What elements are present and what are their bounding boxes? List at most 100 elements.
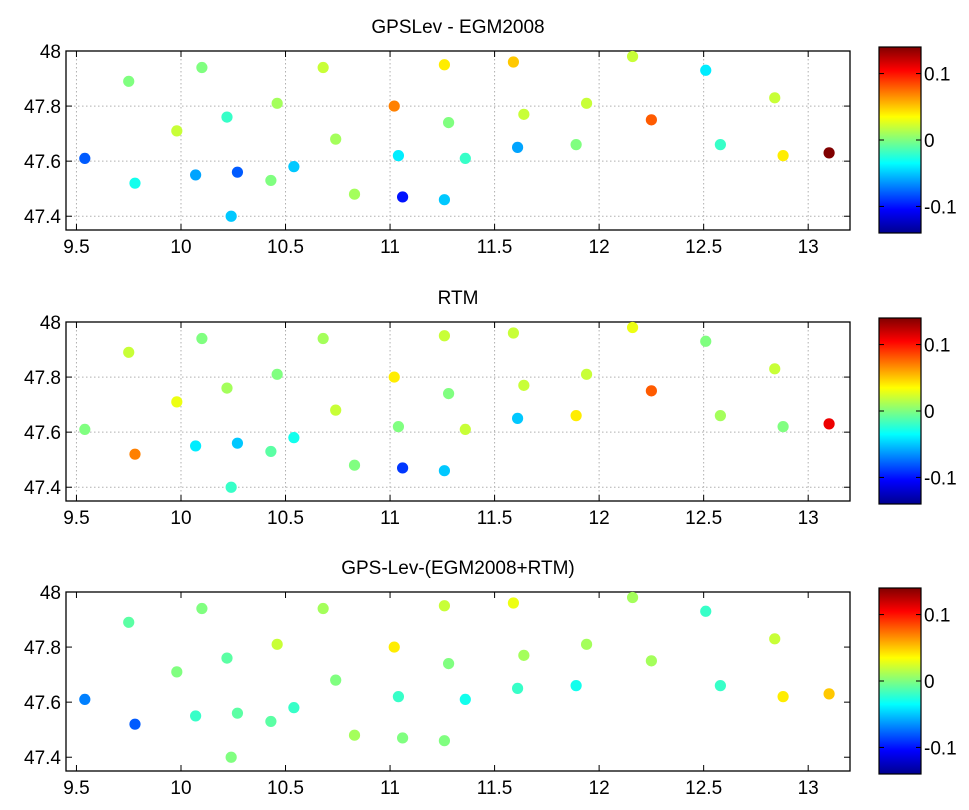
x-tick-label: 9.5: [63, 237, 89, 258]
scatter-point: [777, 150, 789, 162]
x-tick-label: 10: [170, 508, 191, 529]
scatter-point: [225, 210, 237, 222]
scatter-point: [777, 421, 789, 433]
scatter-point: [626, 321, 639, 334]
y-tick-label: 47.6: [24, 693, 61, 714]
y-tick-label: 48: [40, 583, 61, 604]
colorbar-tick-label: -0.1: [924, 197, 957, 218]
scatter-point: [265, 174, 277, 187]
scatter-point: [570, 410, 582, 422]
chart-title: GPSLev - EGM2008: [371, 17, 544, 38]
scatter-point: [396, 191, 409, 203]
scatter-point: [288, 702, 300, 714]
scatter-point: [438, 330, 451, 342]
scatter-point: [518, 649, 530, 661]
scatter-point: [777, 691, 789, 703]
x-tick-label: 12: [589, 508, 610, 529]
scatter-point: [442, 117, 455, 129]
scatter-point: [700, 335, 712, 347]
scatter-point: [348, 459, 361, 471]
scatter-point: [823, 147, 835, 159]
chart-panel-1: GPSLev - EGM2008 9.5 10 10.5 11 11.5 12 12.5 13 4…: [24, 17, 957, 258]
scatter-point: [348, 729, 361, 741]
scatter-point: [288, 432, 300, 444]
y-tick-label: 47.4: [24, 478, 61, 499]
scatter-point: [392, 691, 405, 703]
scatter-point: [190, 169, 202, 181]
scatter-point: [123, 346, 135, 358]
y-tick-label: 47.4: [24, 207, 61, 228]
colorbar-tick-label: 0: [924, 402, 935, 423]
scatter-point: [79, 152, 91, 164]
colorbar-tick-label: -0.1: [924, 468, 957, 489]
y-tick-label: 47.4: [24, 748, 61, 769]
scatter-point: [79, 423, 91, 435]
scatter-point: [330, 404, 342, 416]
x-tick-label: 12.5: [685, 508, 722, 529]
y-tick-label: 47.8: [24, 97, 61, 118]
x-tick-label: 13: [798, 237, 819, 258]
scatter-point: [769, 633, 781, 645]
chart-panel-3: GPS-Lev-(EGM2008+RTM) 9.5 10 10.5 11 11.5 12 12…: [24, 558, 957, 799]
x-tick-label: 10: [170, 778, 191, 799]
scatter-point: [265, 715, 277, 728]
scatter-point: [388, 100, 400, 112]
scatter-point: [507, 597, 520, 609]
scatter-point: [171, 666, 183, 678]
scatter-point: [129, 448, 141, 460]
y-tick-label: 47.6: [24, 152, 61, 173]
scatter-point: [714, 139, 726, 151]
scatter-point: [123, 75, 135, 87]
scatter-point: [645, 655, 657, 667]
x-tick-label: 11.5: [477, 237, 513, 258]
scatter-point: [518, 379, 530, 391]
scatter-point: [769, 92, 781, 104]
scatter-point: [700, 64, 712, 76]
scatter-point: [388, 371, 400, 383]
x-tick-label: 11: [380, 237, 400, 258]
x-tick-label: 13: [798, 778, 819, 799]
scatter-point: [570, 680, 582, 692]
y-tick-label: 47.6: [24, 423, 61, 444]
scatter-point: [507, 56, 520, 68]
scatter-point: [392, 421, 405, 433]
scatter-point: [271, 638, 283, 650]
scatter-point: [396, 732, 409, 744]
scatter-point: [129, 177, 141, 189]
scatter-point: [196, 332, 208, 345]
scatter-point: [442, 658, 455, 670]
colorbar-tick-label: 0: [924, 672, 935, 693]
colorbar-tick-label: 0.1: [924, 65, 950, 86]
scatter-point: [231, 437, 244, 449]
scatter-point: [438, 465, 451, 477]
x-tick-label: 12.5: [685, 237, 722, 258]
scatter-point: [123, 616, 135, 628]
scatter-point: [190, 440, 202, 452]
y-tick-label: 48: [40, 313, 61, 334]
scatter-point: [79, 693, 91, 706]
x-tick-label: 13: [798, 508, 819, 529]
scatter-point: [271, 368, 283, 380]
scatter-point: [348, 188, 361, 200]
scatter-point: [438, 735, 451, 747]
scatter-point: [570, 139, 582, 151]
scatter-point: [225, 751, 237, 763]
x-tick-label: 12: [589, 778, 610, 799]
scatter-point: [714, 410, 726, 422]
scatter-point: [580, 368, 593, 380]
x-tick-label: 9.5: [63, 508, 89, 529]
scatter-point: [317, 332, 329, 345]
scatter-point: [317, 61, 329, 74]
y-tick-label: 48: [40, 42, 61, 63]
colorbar: [878, 587, 922, 775]
x-tick-label: 11: [380, 778, 400, 799]
x-tick-label: 11.5: [477, 778, 513, 799]
scatter-point: [221, 111, 233, 123]
x-tick-label: 9.5: [63, 778, 89, 799]
scatter-point: [580, 638, 593, 650]
scatter-point: [645, 385, 657, 397]
x-tick-label: 12.5: [685, 778, 722, 799]
scatter-point: [823, 688, 835, 700]
x-tick-label: 10: [170, 237, 191, 258]
